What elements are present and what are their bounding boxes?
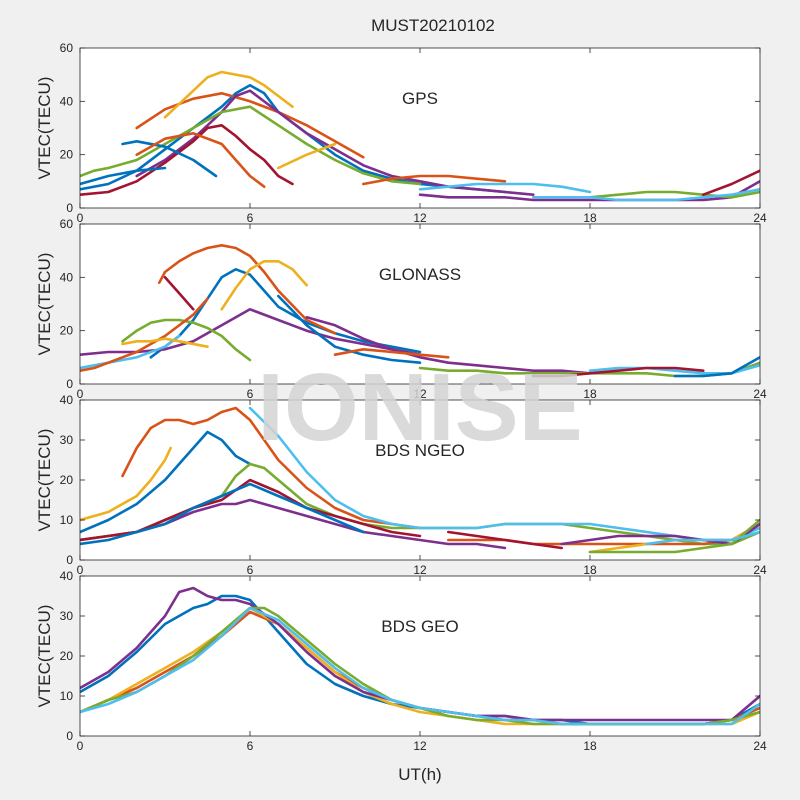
series-line-4 <box>80 586 760 722</box>
x-tick-label: 18 <box>583 211 597 225</box>
y-tick-label: 30 <box>60 433 74 447</box>
x-tick-label: 18 <box>583 387 597 401</box>
panel-gps: 0 6 12 18 24 0 20 40 60 VTEC(TECU) GPS <box>35 41 767 225</box>
y-tick-label: 0 <box>66 201 73 215</box>
x-tick-label: 24 <box>753 387 767 401</box>
series-line-9 <box>80 297 209 372</box>
y-tick-label: 0 <box>66 553 73 567</box>
x-tick-label: 24 <box>753 211 767 225</box>
watermark-text: IONISE <box>257 354 582 461</box>
y-tick-label: 60 <box>60 41 74 55</box>
series-line-14 <box>702 169 760 196</box>
x-tick-label: 18 <box>583 563 597 577</box>
x-axis-label: UT(h) <box>398 765 441 784</box>
series-line-2 <box>121 406 422 530</box>
series-line-5 <box>80 105 422 186</box>
y-tick-label: 0 <box>66 377 73 391</box>
series-line-8 <box>121 140 218 178</box>
series-group <box>80 244 760 378</box>
y-axis-label: VTEC(TECU) <box>35 429 54 532</box>
panel-title: BDS NGEO <box>375 441 465 460</box>
series-line-11 <box>560 522 760 546</box>
series-line-1 <box>149 268 422 359</box>
y-tick-label: 20 <box>60 473 74 487</box>
y-tick-label: 0 <box>66 729 73 743</box>
series-line-6 <box>80 334 181 370</box>
series-group <box>80 586 760 726</box>
x-tick-label: 0 <box>77 387 84 401</box>
y-tick-label: 40 <box>60 270 74 284</box>
figure-title: MUST20210102 <box>371 16 495 35</box>
series-line-14 <box>447 530 563 550</box>
x-tick-label: 0 <box>77 211 84 225</box>
y-tick-label: 10 <box>60 513 74 527</box>
series-line-2 <box>135 92 365 159</box>
x-tick-label: 6 <box>247 211 254 225</box>
series-line-7 <box>163 276 195 311</box>
series-line-13 <box>645 530 760 546</box>
plot-area <box>80 400 760 560</box>
series-group <box>80 70 760 202</box>
y-tick-label: 40 <box>60 94 74 108</box>
x-tick-label: 24 <box>753 739 767 753</box>
panel-title: GPS <box>402 89 438 108</box>
series-line-11 <box>305 316 592 375</box>
x-tick-label: 0 <box>77 739 84 753</box>
y-axis-label: VTEC(TECU) <box>35 605 54 708</box>
panel-title: GLONASS <box>379 265 461 284</box>
series-line-6 <box>80 606 760 726</box>
series-line-16 <box>362 174 507 186</box>
x-tick-label: 12 <box>413 739 427 753</box>
series-line-4 <box>135 89 535 196</box>
series-line-11 <box>418 180 760 202</box>
series-line-15 <box>673 356 760 378</box>
y-tick-label: 40 <box>60 393 74 407</box>
y-tick-label: 30 <box>60 609 74 623</box>
series-line-15 <box>80 166 167 186</box>
panel-bds-ngeo: 0 6 12 18 24 0 10 20 30 40 VTEC(TECU) BDS NGEO <box>35 393 767 577</box>
x-tick-label: 24 <box>753 563 767 577</box>
x-tick-label: 0 <box>77 563 84 577</box>
series-line-14 <box>532 366 705 378</box>
y-axis-label: VTEC(TECU) <box>35 77 54 180</box>
x-tick-label: 12 <box>413 563 427 577</box>
series-line-7 <box>80 124 294 196</box>
series-line-10 <box>121 337 209 348</box>
series-line-3 <box>163 70 294 119</box>
series-line-9 <box>135 132 266 188</box>
series-line-3 <box>80 446 172 522</box>
y-tick-label: 20 <box>60 148 74 162</box>
series-group <box>80 406 760 554</box>
y-tick-label: 20 <box>60 324 74 338</box>
x-tick-label: 18 <box>583 739 597 753</box>
x-tick-label: 6 <box>247 739 254 753</box>
series-line-1 <box>80 84 507 194</box>
panel-title: BDS GEO <box>381 617 458 636</box>
series-line-8 <box>80 482 365 546</box>
y-axis-label: VTEC(TECU) <box>35 253 54 356</box>
series-line-6 <box>418 182 592 194</box>
series-line-12 <box>588 518 760 554</box>
x-tick-label: 12 <box>413 211 427 225</box>
series-line-12 <box>588 190 760 199</box>
y-tick-label: 60 <box>60 217 74 231</box>
panel-bds-geo: 0 6 12 18 24 0 10 20 30 40 VTEC(TECU) BDS GEO <box>35 569 767 753</box>
series-line-1 <box>80 430 252 534</box>
x-tick-label: 6 <box>247 563 254 577</box>
series-line-13 <box>532 188 760 202</box>
panel-glonass: 0 6 12 18 24 0 20 40 60 VTEC(TECU) GLONASS <box>35 217 767 401</box>
series-line-3 <box>220 260 308 311</box>
x-tick-label: 12 <box>413 387 427 401</box>
series-line-10 <box>277 142 337 170</box>
series-line-2 <box>158 244 337 335</box>
series-line-16 <box>333 348 450 359</box>
y-tick-label: 10 <box>60 689 74 703</box>
x-tick-label: 6 <box>247 387 254 401</box>
y-tick-label: 20 <box>60 649 74 663</box>
y-tick-label: 40 <box>60 569 74 583</box>
